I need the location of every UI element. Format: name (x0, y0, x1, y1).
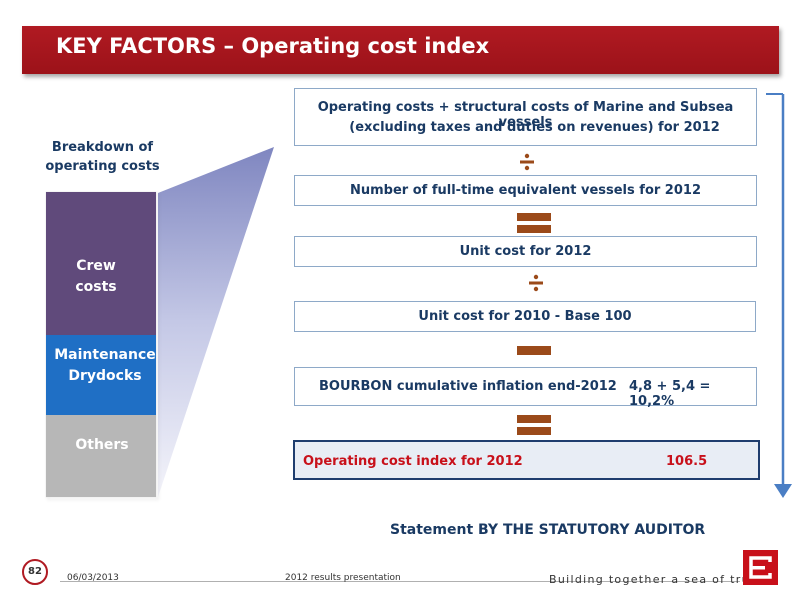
logo-b-icon (749, 556, 773, 579)
breakdown-title-line2: operating costs (45, 159, 160, 174)
segment-maintenance-label: Maintenance Drydocks (50, 345, 160, 387)
inflation-label: BOURBON cumulative inflation end-2012 (319, 379, 617, 394)
segment-others-label: Others (75, 437, 129, 453)
segment-crew-line1: Crew (76, 258, 116, 274)
breakdown-title-line1: Breakdown of (51, 140, 154, 155)
footer-presentation: 2012 results presentation (285, 573, 401, 583)
segment-maintenance-line1: Maintenance (54, 347, 156, 363)
result-value: 106.5 (666, 454, 708, 469)
segment-crew-line2: costs (75, 279, 117, 295)
formula-step1: Operating costs + structural costs of Ma… (294, 88, 757, 146)
segment-crew-costs: Crew costs (46, 192, 156, 335)
segment-maintenance-line2: Drydocks (68, 368, 142, 384)
formula-step3: Unit cost for 2012 (294, 236, 757, 267)
formula-step3-text: Unit cost for 2012 (459, 244, 592, 259)
bourbon-logo (743, 550, 778, 585)
breakdown-title: Breakdown of operating costs (40, 138, 165, 176)
inflation-value: 4,8 + 5,4 = 10,2% (629, 379, 711, 409)
segment-crew-label: Crew costs (46, 256, 146, 298)
footer-date: 06/03/2013 (67, 573, 119, 583)
formula-step2: Number of full-time equivalent vessels f… (294, 175, 757, 206)
formula-step1-line1: Operating costs + structural costs of Ma… (317, 100, 734, 130)
formula-step5: BOURBON cumulative inflation end-2012 4,… (294, 367, 757, 409)
page-title: KEY FACTORS – Operating cost index (56, 34, 490, 58)
footer-slogan: Building together a sea of trust (549, 573, 763, 586)
formula-step4: Unit cost for 2010 - Base 100 (294, 301, 756, 332)
segment-others: Others (46, 415, 156, 497)
divide-icon (520, 153, 534, 171)
title-bar: KEY FACTORS – Operating cost index (22, 26, 779, 74)
equals-icon (517, 213, 551, 233)
equals-icon-2 (517, 415, 551, 435)
auditor-statement: Statement BY THE STATUTORY AUDITOR (390, 522, 706, 538)
result-box: Operating cost index for 2012 106.5 (293, 440, 760, 480)
formula-step2-text: Number of full-time equivalent vessels f… (350, 183, 701, 198)
divide-icon-2 (529, 274, 543, 292)
footer-divider (60, 581, 740, 582)
segment-maintenance: Maintenance Drydocks (46, 335, 156, 415)
formula-step1-line2: (excluding taxes and duties on revenues)… (349, 120, 720, 135)
flow-arrow-head (774, 484, 792, 498)
formula-step4-text: Unit cost for 2010 - Base 100 (418, 309, 632, 324)
minus-icon (517, 346, 551, 355)
funnel-shape (158, 147, 274, 497)
page-number: 82 (22, 559, 48, 585)
result-label: Operating cost index for 2012 (303, 454, 523, 469)
